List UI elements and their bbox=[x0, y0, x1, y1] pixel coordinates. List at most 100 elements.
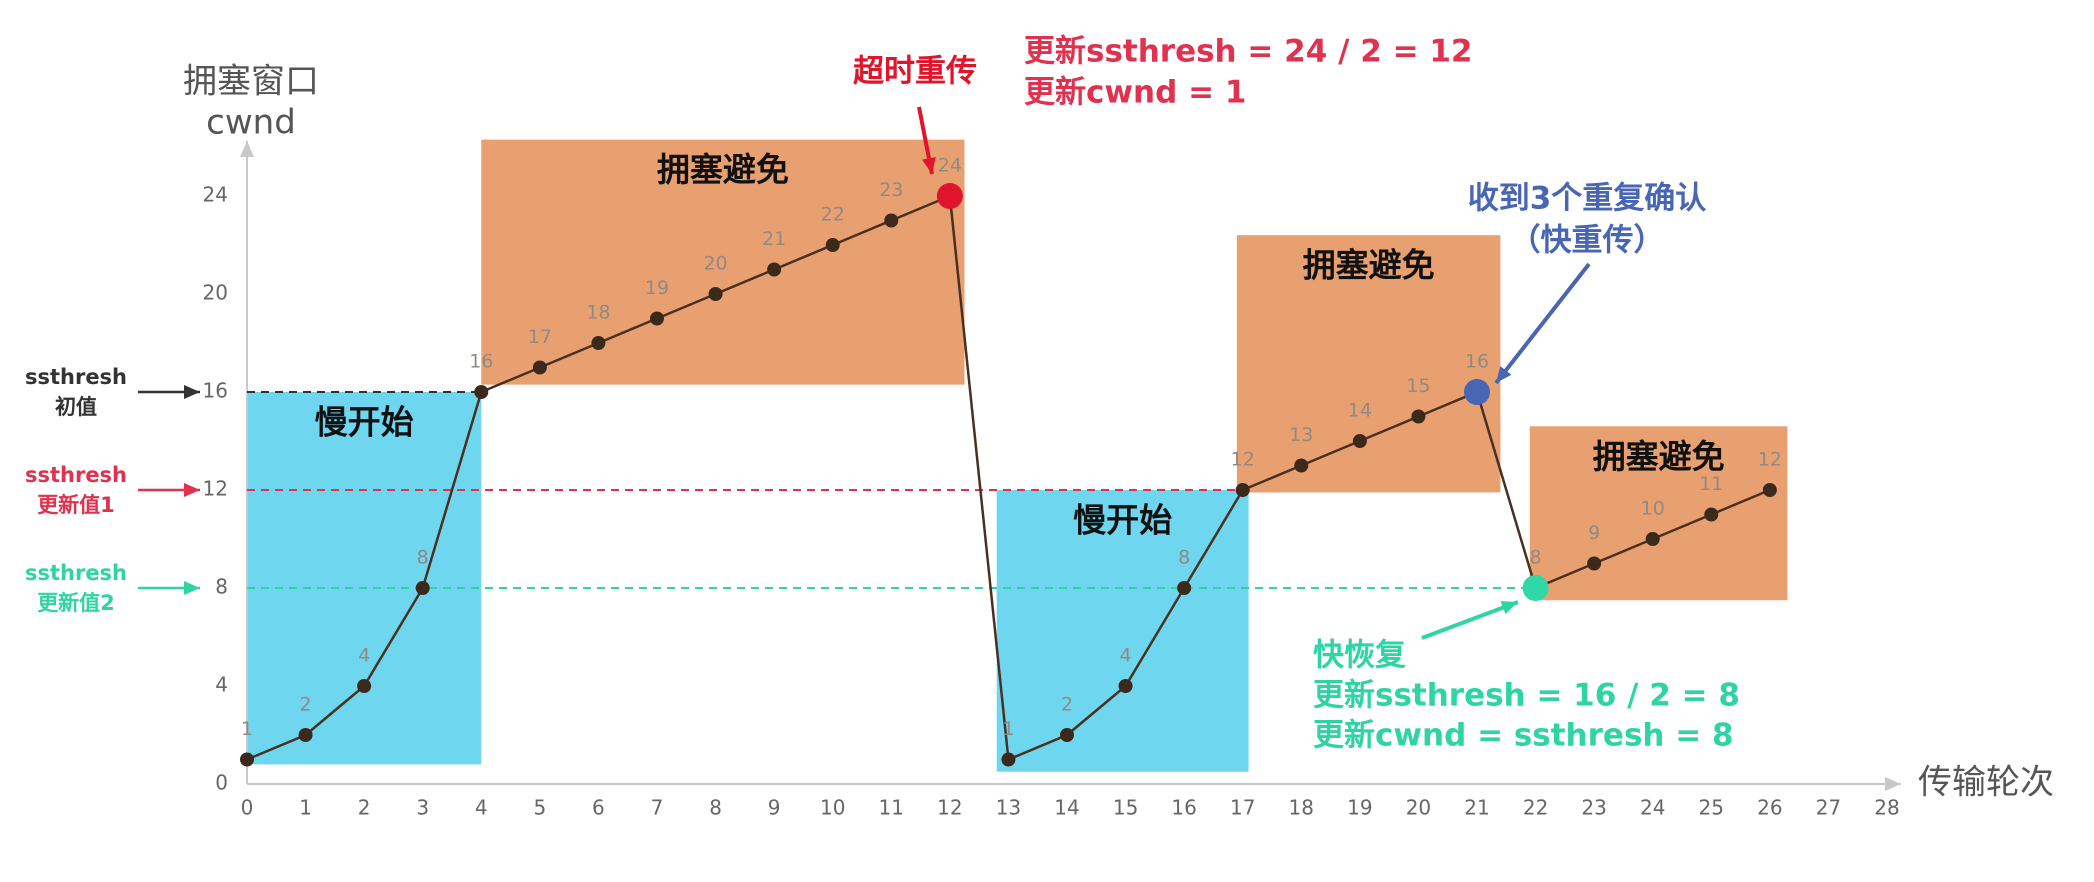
data-point bbox=[474, 385, 489, 399]
data-point bbox=[1587, 556, 1602, 571]
y-tick-label: 16 bbox=[203, 379, 228, 403]
data-point bbox=[767, 262, 782, 277]
x-tick-label: 19 bbox=[1347, 796, 1372, 820]
data-label: 22 bbox=[821, 204, 845, 226]
x-tick-label: 17 bbox=[1230, 796, 1255, 820]
data-label: 2 bbox=[300, 694, 312, 716]
arrow-head bbox=[1496, 366, 1512, 383]
data-point bbox=[1645, 532, 1660, 546]
region-label: 慢开始 bbox=[315, 403, 414, 442]
region-label: 拥塞避免 bbox=[657, 150, 789, 189]
y-tick-label: 24 bbox=[203, 183, 228, 207]
x-tick-label: 5 bbox=[533, 796, 546, 820]
data-point bbox=[1177, 581, 1192, 595]
data-label: 4 bbox=[1120, 645, 1132, 667]
data-point bbox=[1352, 434, 1367, 448]
data-point bbox=[1294, 458, 1309, 473]
y-tick-label: 12 bbox=[203, 477, 228, 501]
reference-label: 初值 bbox=[55, 395, 97, 419]
data-point bbox=[936, 183, 963, 209]
x-tick-label: 1 bbox=[299, 796, 312, 820]
x-tick-label: 8 bbox=[709, 796, 722, 820]
x-tick-label: 26 bbox=[1757, 796, 1782, 820]
data-point bbox=[591, 336, 606, 350]
arrow-shaft bbox=[1421, 600, 1519, 640]
data-point bbox=[1522, 575, 1549, 601]
annotation: 更新ssthresh = 24 / 2 = 12 bbox=[1024, 34, 1473, 70]
y-tick-label: 4 bbox=[215, 673, 228, 697]
data-point bbox=[1060, 728, 1074, 742]
data-point bbox=[240, 752, 254, 767]
annotation: 更新cwnd = ssthresh = 8 bbox=[1313, 718, 1734, 754]
data-label: 20 bbox=[703, 253, 727, 275]
x-tick-label: 28 bbox=[1874, 796, 1899, 820]
x-tick-label: 18 bbox=[1289, 796, 1314, 820]
reference-label: ssthresh bbox=[25, 463, 127, 487]
data-label: 19 bbox=[645, 277, 669, 299]
x-tick-label: 23 bbox=[1581, 796, 1606, 820]
region bbox=[996, 490, 1249, 772]
arrow-head bbox=[184, 483, 200, 497]
arrow-head bbox=[184, 581, 200, 595]
data-label: 9 bbox=[1588, 522, 1600, 544]
x-tick-label: 6 bbox=[592, 796, 605, 820]
x-tick-label: 22 bbox=[1523, 796, 1548, 820]
data-label: 12 bbox=[1758, 449, 1782, 471]
data-label: 4 bbox=[358, 645, 370, 667]
data-point bbox=[1411, 409, 1426, 424]
arrow-head bbox=[240, 141, 254, 157]
data-label: 16 bbox=[469, 351, 493, 373]
arrow-head bbox=[1500, 601, 1518, 615]
data-label: 8 bbox=[1178, 547, 1190, 569]
arrow-head bbox=[922, 156, 936, 174]
x-tick-label: 7 bbox=[651, 796, 664, 820]
data-point bbox=[1001, 752, 1016, 767]
data-label: 13 bbox=[1289, 424, 1313, 446]
x-tick-label: 13 bbox=[996, 796, 1021, 820]
x-tick-label: 11 bbox=[879, 796, 904, 820]
data-point bbox=[1235, 483, 1250, 497]
arrow-head bbox=[184, 385, 200, 399]
x-tick-label: 2 bbox=[358, 796, 371, 820]
data-label: 15 bbox=[1406, 375, 1430, 397]
data-point bbox=[1464, 379, 1490, 405]
data-label: 10 bbox=[1641, 498, 1665, 520]
y-axis-label: cwnd bbox=[206, 103, 296, 143]
data-label: 1 bbox=[241, 718, 253, 740]
x-tick-label: 3 bbox=[416, 796, 429, 820]
x-tick-label: 27 bbox=[1816, 796, 1841, 820]
x-tick-label: 12 bbox=[937, 796, 962, 820]
annotation: （快重传） bbox=[1510, 223, 1665, 259]
annotation: 超时重传 bbox=[853, 54, 977, 90]
arrow-shaft bbox=[1494, 262, 1591, 385]
data-label: 14 bbox=[1348, 400, 1372, 422]
data-label: 8 bbox=[417, 547, 429, 569]
reference-label: ssthresh bbox=[25, 561, 127, 585]
data-point bbox=[532, 360, 547, 375]
region bbox=[247, 392, 482, 765]
x-tick-label: 16 bbox=[1171, 796, 1196, 820]
data-point bbox=[298, 728, 313, 742]
data-point bbox=[1118, 679, 1133, 693]
data-point bbox=[1762, 483, 1777, 497]
x-tick-label: 20 bbox=[1406, 796, 1431, 820]
data-label: 16 bbox=[1465, 351, 1489, 373]
reference-label: ssthresh bbox=[25, 365, 127, 389]
x-tick-label: 24 bbox=[1640, 796, 1665, 820]
data-label: 8 bbox=[1530, 547, 1542, 569]
reference-label: 更新值2 bbox=[37, 591, 115, 615]
annotation: 收到3个重复确认 bbox=[1468, 181, 1707, 217]
data-point bbox=[650, 311, 664, 326]
y-axis-label: 拥塞窗口 bbox=[183, 62, 319, 102]
data-label: 17 bbox=[528, 326, 552, 348]
y-tick-label: 0 bbox=[215, 771, 228, 795]
y-tick-label: 8 bbox=[215, 575, 228, 599]
x-tick-label: 9 bbox=[768, 796, 781, 820]
x-axis-label: 传输轮次 bbox=[1918, 763, 2054, 803]
data-point bbox=[1704, 507, 1719, 522]
x-tick-label: 21 bbox=[1464, 796, 1489, 820]
y-tick-label: 20 bbox=[203, 281, 228, 305]
data-label: 2 bbox=[1061, 694, 1073, 716]
annotation: 更新ssthresh = 16 / 2 = 8 bbox=[1313, 678, 1740, 714]
